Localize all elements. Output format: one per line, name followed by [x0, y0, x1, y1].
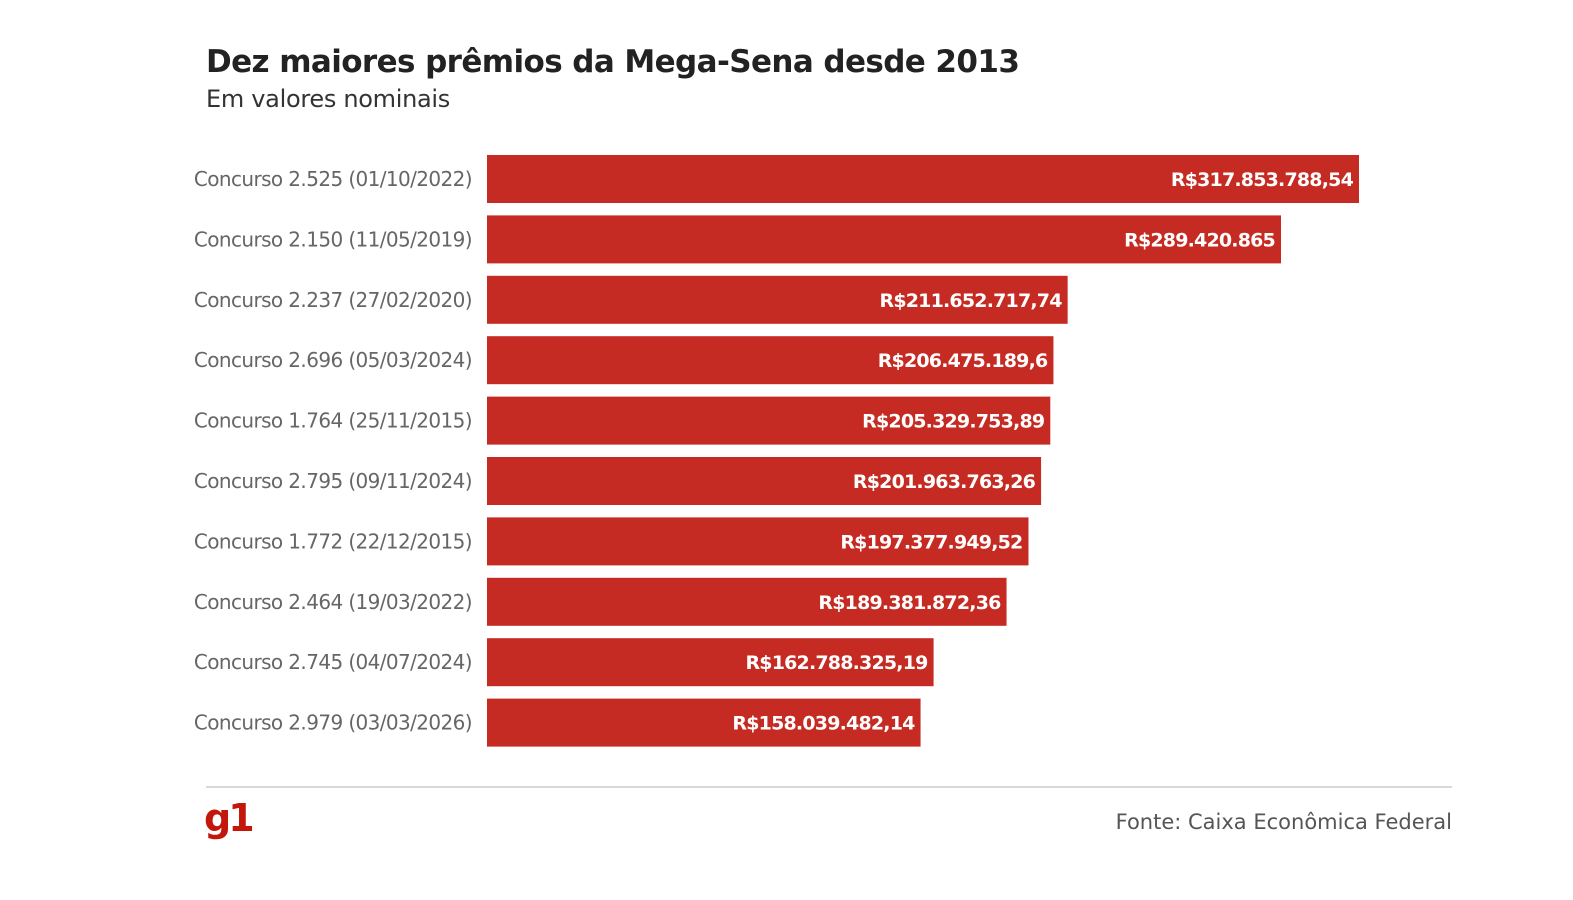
- category-label: Concurso 2.745 (04/07/2024): [194, 650, 472, 674]
- bar-value-label: R$197.377.949,52: [840, 531, 1022, 553]
- bar: [487, 155, 1359, 203]
- bar: [487, 215, 1281, 264]
- bar-value-label: R$201.963.763,26: [853, 471, 1036, 493]
- bar-value-label: R$211.652.717,74: [880, 290, 1063, 312]
- bar: [487, 275, 1068, 324]
- g1-logo: g1: [204, 796, 255, 840]
- bar-value-label: R$206.475.189,6: [878, 350, 1048, 372]
- category-label: Concurso 2.464 (19/03/2022): [194, 590, 472, 614]
- category-label: Concurso 2.237 (27/02/2020): [194, 288, 472, 312]
- chart-title: Dez maiores prêmios da Mega-Sena desde 2…: [206, 44, 1020, 80]
- bar: [487, 336, 1054, 385]
- source-note: Fonte: Caixa Econômica Federal: [1115, 810, 1452, 834]
- bar: [487, 577, 1007, 626]
- category-label: Concurso 2.795 (09/11/2024): [194, 469, 472, 493]
- footer-divider: [206, 786, 1452, 788]
- bar: [487, 638, 934, 687]
- category-label: Concurso 1.772 (22/12/2015): [194, 529, 472, 553]
- category-label: Concurso 2.696 (05/03/2024): [194, 348, 472, 372]
- bar: [487, 698, 921, 747]
- bar-value-label: R$205.329.753,89: [862, 411, 1044, 433]
- category-label: Concurso 2.150 (11/05/2019): [194, 227, 472, 251]
- bar-value-label: R$317.853.788,54: [1171, 169, 1354, 191]
- category-label: Concurso 1.764 (25/11/2015): [194, 409, 472, 433]
- bar: [487, 457, 1042, 505]
- bar-value-label: R$189.381.872,36: [818, 592, 1001, 614]
- bar-value-label: R$158.039.482,14: [732, 713, 915, 735]
- bar: [487, 517, 1029, 566]
- chart-subtitle: Em valores nominais: [206, 85, 451, 113]
- bar-value-label: R$289.420.865: [1124, 229, 1275, 251]
- bar-value-label: R$162.788.325,19: [745, 652, 927, 674]
- bar: [487, 396, 1051, 445]
- category-label: Concurso 2.525 (01/10/2022): [194, 167, 472, 191]
- category-label: Concurso 2.979 (03/03/2026): [194, 711, 472, 735]
